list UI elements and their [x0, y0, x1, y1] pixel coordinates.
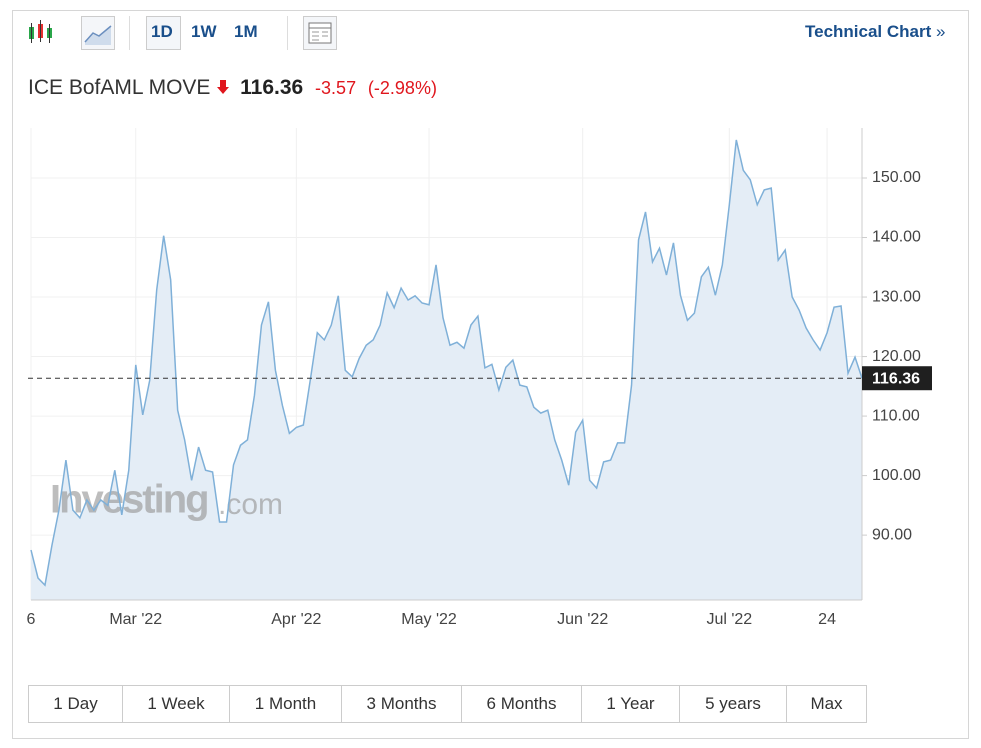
- separator: [129, 16, 130, 50]
- x-tick-label: Jun '22: [557, 611, 608, 628]
- period-button[interactable]: 1D: [151, 22, 173, 41]
- x-tick-label: 24: [818, 611, 836, 628]
- y-tick-label: 150.00: [872, 169, 921, 186]
- link-text[interactable]: Technical Chart: [805, 22, 932, 41]
- chart: Investing .com 90.00100.00110.00120.0013…: [27, 128, 932, 628]
- x-tick-label: May '22: [401, 611, 457, 628]
- change: -3.57: [315, 78, 357, 98]
- period-button[interactable]: 1M: [234, 22, 258, 41]
- x-tick-label: Jul '22: [706, 611, 752, 628]
- change-percent: (-2.98%): [367, 78, 437, 98]
- x-tick-label: Apr '22: [271, 611, 321, 628]
- y-tick-label: 130.00: [872, 288, 921, 305]
- area-fill: [31, 139, 862, 600]
- range-button[interactable]: 1 Year: [582, 686, 680, 722]
- widget-frame: [12, 10, 969, 739]
- instrument-name: ICE BofAML MOVE: [28, 76, 211, 99]
- price-line: [30, 139, 863, 587]
- y-tick-label: 120.00: [872, 348, 921, 365]
- separator: [287, 16, 288, 50]
- x-tick-label: 6: [27, 611, 36, 628]
- watermark-brand: Investing: [50, 478, 208, 522]
- last-value-badge: [862, 366, 932, 391]
- table-icon[interactable]: [303, 16, 337, 50]
- y-tick-label: 100.00: [872, 467, 921, 484]
- candlestick-icon[interactable]: [26, 18, 56, 48]
- range-button[interactable]: 1 Week: [123, 686, 230, 722]
- y-tick-label: 90.00: [872, 526, 912, 543]
- range-button[interactable]: 3 Months: [342, 686, 462, 722]
- range-button[interactable]: 1 Day: [29, 686, 123, 722]
- last-price: 116.36: [240, 76, 304, 99]
- active-period-box: [146, 16, 181, 50]
- y-tick-label: 140.00: [872, 229, 921, 246]
- area-icon[interactable]: [81, 16, 115, 50]
- range-button[interactable]: 5 years: [680, 686, 787, 722]
- range-button[interactable]: 6 Months: [462, 686, 582, 722]
- range-button[interactable]: 1 Month: [230, 686, 342, 722]
- technical-chart-link[interactable]: Technical Chart »: [805, 22, 945, 42]
- period-button[interactable]: 1W: [191, 22, 217, 41]
- range-button[interactable]: Max: [810, 694, 843, 713]
- y-tick-label: 110.00: [872, 407, 920, 424]
- down-arrow: [217, 80, 230, 94]
- instrument-header: ICE BofAML MOVE 116.36 -3.57 (-2.98%): [28, 76, 437, 100]
- link-arrow[interactable]: »: [936, 22, 946, 41]
- x-tick-label: Mar '22: [109, 611, 162, 628]
- last-value-label: 116.36: [872, 370, 920, 387]
- range-bar: 1 Day 1 Week 1 Month 3 Months 6 Months 1…: [28, 685, 867, 723]
